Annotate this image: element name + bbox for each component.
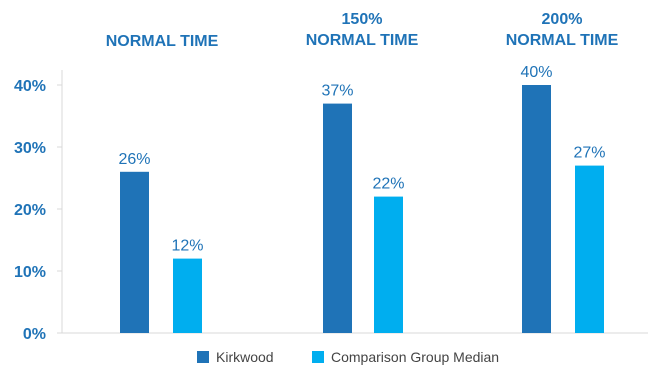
y-tick-label: 20%	[14, 202, 46, 219]
bar-kirkwood	[120, 171, 149, 333]
category-label: 150% NORMAL TIME	[306, 11, 419, 49]
y-tick-label: 40%	[14, 78, 46, 95]
data-label: 26%	[118, 151, 150, 168]
y-tick-label: 30%	[14, 140, 46, 157]
category-label: 200% NORMAL TIME	[506, 11, 619, 49]
legend: Kirkwood Comparison Group Median	[197, 349, 499, 365]
legend-label: Comparison Group Median	[331, 349, 499, 365]
bar-comparison-group-median	[173, 258, 202, 333]
data-label: 12%	[171, 238, 203, 255]
bar-kirkwood	[323, 103, 352, 333]
y-tick-label: 10%	[14, 264, 46, 281]
data-labels: 26% 37% 40% 12% 22% 27%	[118, 64, 605, 255]
bars	[120, 85, 604, 333]
category-label: NORMAL TIME	[106, 33, 219, 50]
bar-kirkwood	[522, 85, 551, 333]
data-label: 22%	[372, 176, 404, 193]
legend-swatch	[197, 351, 209, 363]
data-label: 40%	[520, 64, 552, 81]
bar-comparison-group-median	[374, 196, 403, 333]
y-axis: 0% 10% 20% 30% 40%	[14, 70, 648, 343]
y-tick-label: 0%	[23, 326, 46, 343]
bar-comparison-group-median	[575, 165, 604, 333]
category-labels: NORMAL TIME 150% NORMAL TIME 200% NORMAL TIM…	[106, 11, 619, 50]
data-label: 37%	[321, 83, 353, 100]
data-label: 27%	[573, 145, 605, 162]
legend-label: Kirkwood	[216, 349, 274, 365]
legend-swatch	[312, 351, 324, 363]
